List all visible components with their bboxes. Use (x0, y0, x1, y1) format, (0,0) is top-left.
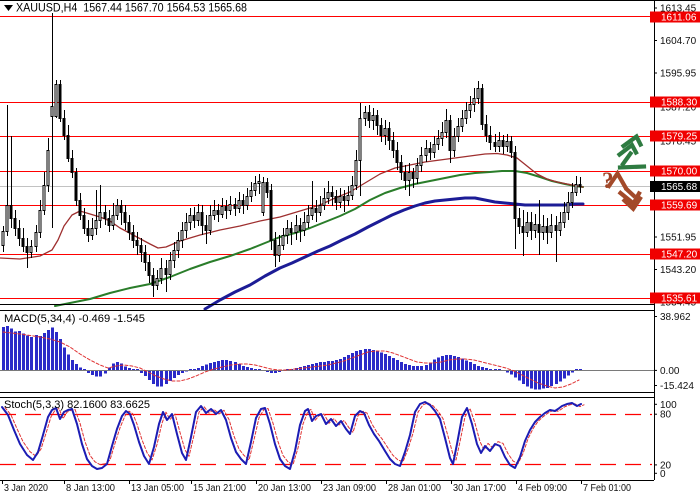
svg-text:1587.20: 1587.20 (660, 103, 697, 114)
svg-text:1595.95: 1595.95 (660, 69, 697, 80)
svg-text:20 Jan 13:00: 20 Jan 13:00 (258, 483, 311, 494)
svg-text:1535.61: 1535.61 (661, 294, 698, 305)
svg-text:8 Jan 13:00: 8 Jan 13:00 (66, 483, 115, 494)
svg-text:XAUUSD,H4 1567.44 1567.70 156: XAUUSD,H4 1567.44 1567.70 1564.53 1565.6… (16, 1, 247, 15)
svg-text:1613.45: 1613.45 (660, 4, 697, 15)
svg-text:7 Feb 01:00: 7 Feb 01:00 (583, 483, 631, 494)
svg-text:80: 80 (660, 410, 672, 421)
svg-text:-15.424: -15.424 (660, 381, 694, 392)
svg-text:1547.20: 1547.20 (661, 250, 698, 261)
svg-text:1578.45: 1578.45 (660, 137, 697, 148)
svg-text:0: 0 (660, 469, 666, 480)
svg-text:23 Jan 09:00: 23 Jan 09:00 (323, 483, 376, 494)
svg-text:1543.20: 1543.20 (660, 265, 697, 276)
svg-text:1565.68: 1565.68 (661, 182, 698, 193)
svg-text:15 Jan 21:00: 15 Jan 21:00 (193, 483, 246, 494)
svg-text:4 Feb 09:00: 4 Feb 09:00 (518, 483, 567, 494)
svg-text:38.962: 38.962 (660, 312, 691, 323)
svg-text:1570.00: 1570.00 (661, 167, 698, 178)
svg-text:1551.95: 1551.95 (660, 233, 697, 244)
svg-text:13 Jan 05:00: 13 Jan 05:00 (131, 483, 184, 494)
svg-text:1559.69: 1559.69 (661, 201, 698, 212)
svg-text:20: 20 (660, 460, 672, 471)
svg-text:1611.06: 1611.06 (661, 13, 697, 24)
svg-text:1604.70: 1604.70 (660, 36, 697, 47)
svg-text:?: ? (602, 168, 614, 193)
svg-text:0.00: 0.00 (660, 366, 680, 377)
svg-text:30 Jan 17:00: 30 Jan 17:00 (453, 483, 506, 494)
svg-text:MACD(5,34,4) -0.469 -1.545: MACD(5,34,4) -0.469 -1.545 (4, 313, 145, 325)
svg-text:100: 100 (660, 400, 677, 411)
svg-text:1588.30: 1588.30 (661, 98, 698, 109)
svg-text:28 Jan 01:00: 28 Jan 01:00 (388, 483, 441, 494)
svg-text:3 Jan 2020: 3 Jan 2020 (4, 483, 48, 494)
svg-text:Stoch(5,3,3) 82.1600 83.6625: Stoch(5,3,3) 82.1600 83.6625 (4, 399, 150, 411)
svg-text:1579.25: 1579.25 (661, 132, 698, 143)
